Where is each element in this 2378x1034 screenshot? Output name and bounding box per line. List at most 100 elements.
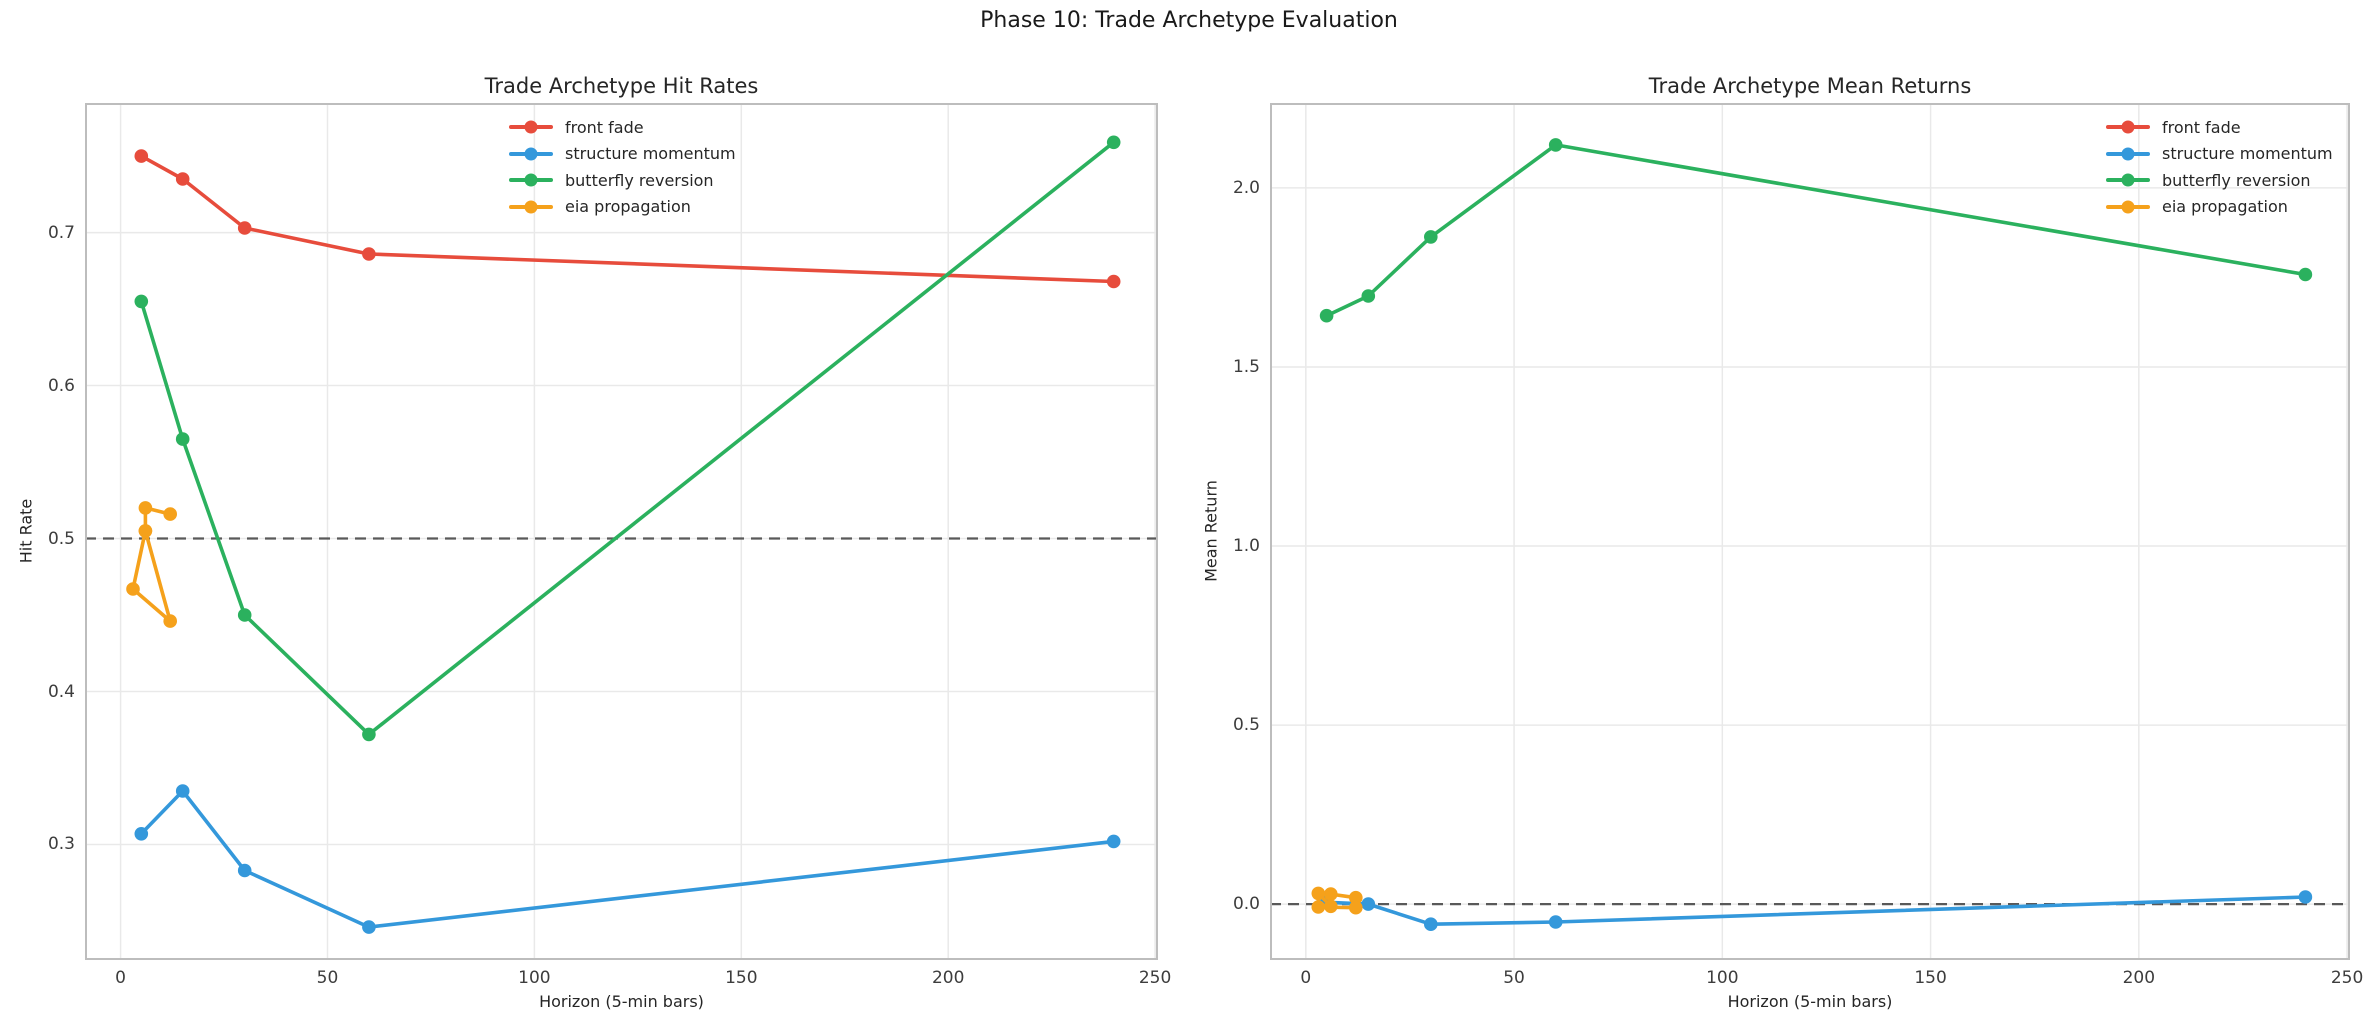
legend-label: butterfly reversion [2162,170,2311,190]
data-point-structure-momentum [175,784,190,798]
y-tick-label-hit-rates: 0.6 [47,375,75,396]
data-point-front-fade [134,149,149,163]
series-front-fade [134,149,1121,289]
legend-entry-eia-propagation: eia propagation [2106,194,2333,221]
legend-label: front fade [2162,117,2241,137]
plot-border [1270,103,2350,960]
data-point-butterfly-reversion [175,432,190,446]
data-point-butterfly-reversion [1548,138,1563,152]
series-eia-propagation [1311,886,1363,915]
x-tick-label-hit-rates: 100 [518,968,551,988]
x-tick-label-mean-returns: 50 [1503,968,1525,988]
y-axis-label-mean-returns: Mean Return [1201,480,1221,582]
series-eia-propagation [126,501,177,628]
legend-label: butterfly reversion [565,170,714,190]
series-line-structure-momentum [1324,895,2308,927]
legend-swatch-eia-propagation-icon [2106,200,2150,214]
data-point-eia-propagation [126,582,140,596]
y-tick-label-hit-rates: 0.5 [47,528,75,549]
legend-swatch-front-fade-icon [2106,120,2150,134]
legend-swatch-structure-momentum-icon [2106,147,2150,161]
y-tick-label-hit-rates: 0.7 [47,222,75,243]
data-point-structure-momentum [1106,834,1121,849]
legend-swatch-eia-propagation-icon [509,200,553,214]
data-point-eia-propagation [163,614,177,628]
data-point-butterfly-reversion [362,727,376,742]
x-axis-label-mean-returns: Horizon (5-min bars) [1727,992,1893,1011]
legend-marker [524,147,538,161]
data-point-structure-momentum [237,863,252,878]
x-tick-label-hit-rates: 250 [1138,968,1172,988]
series-structure-momentum [1319,890,2313,931]
data-point-front-fade [362,247,376,261]
legend-entry-eia-propagation: eia propagation [509,194,736,221]
x-tick-label-mean-returns: 150 [1914,968,1947,988]
y-tick-label-mean-returns: 1.0 [1232,536,1260,556]
legend-marker [2121,200,2135,214]
data-point-structure-momentum [2298,890,2313,904]
chart-title-hit-rates: Trade Archetype Hit Rates [484,74,759,98]
plot-area-hit-rates [85,103,1158,960]
legend-entry-structure-momentum: structure momentum [509,141,736,168]
legend-label: structure momentum [565,144,736,164]
data-point-butterfly-reversion [1361,289,1376,303]
data-point-eia-propagation [163,507,177,521]
data-point-eia-propagation [1324,899,1338,914]
x-tick-label-mean-returns: 0 [1300,968,1312,988]
data-point-structure-momentum [134,827,149,841]
legend-swatch-structure-momentum-icon [509,147,553,161]
legend-label: eia propagation [565,197,691,217]
series-line-butterfly-reversion [139,140,1116,737]
figure-suptitle: Phase 10: Trade Archetype Evaluation [980,8,1398,33]
data-point-eia-propagation [1324,887,1338,901]
legend-label: front fade [565,117,644,137]
data-point-eia-propagation [1349,890,1363,905]
series-line-structure-momentum [139,789,1116,929]
y-tick-label-mean-returns: 1.5 [1232,356,1260,377]
legend-swatch-butterfly-reversion-icon [2106,173,2150,187]
series-butterfly-reversion [134,135,1121,742]
x-tick-label-mean-returns: 250 [2330,968,2364,988]
legend-entry-butterfly-reversion: butterfly reversion [509,167,736,194]
x-tick-label-mean-returns: 200 [2122,968,2156,988]
data-point-front-fade [1106,274,1121,289]
data-point-structure-momentum [1361,897,1376,911]
legend-entry-butterfly-reversion: butterfly reversion [2106,167,2333,194]
data-point-butterfly-reversion [134,294,149,309]
data-point-structure-momentum [1548,915,1563,929]
legend-hit-rates: front fade structure momentum butterfly re… [509,114,736,220]
legend-entry-front-fade: front fade [2106,114,2333,141]
data-point-butterfly-reversion [1424,230,1438,244]
x-tick-label-hit-rates: 150 [725,968,758,988]
x-axis-label-hit-rates: Horizon (5-min bars) [539,992,704,1011]
x-tick-label-hit-rates: 200 [931,968,965,988]
y-tick-label-mean-returns: 2.0 [1232,177,1260,198]
data-point-butterfly-reversion [2298,267,2313,282]
data-point-butterfly-reversion [237,608,252,622]
y-tick-label-hit-rates: 0.3 [47,834,75,855]
chart-title-mean-returns: Trade Archetype Mean Returns [1648,74,1972,98]
data-point-eia-propagation [138,524,153,538]
series-butterfly-reversion [1319,138,2313,323]
legend-entry-front-fade: front fade [509,114,736,141]
data-point-eia-propagation [1311,900,1326,914]
data-point-eia-propagation [1311,886,1326,901]
legend-label: eia propagation [2162,197,2288,217]
legend-mean-returns: front fade structure momentum butterfly re… [2106,114,2333,220]
data-point-eia-propagation [138,501,153,515]
y-tick-label-mean-returns: 0.0 [1232,894,1260,915]
legend-marker [2121,173,2135,187]
y-tick-label-hit-rates: 0.4 [47,681,75,702]
y-tick-label-mean-returns: 0.5 [1232,715,1260,736]
legend-swatch-butterfly-reversion-icon [509,173,553,187]
legend-marker [2121,147,2135,161]
legend-entry-structure-momentum: structure momentum [2106,141,2333,168]
legend-marker [2121,120,2135,134]
data-point-structure-momentum [1424,917,1438,931]
legend-swatch-front-fade-icon [509,120,553,134]
legend-marker [524,200,538,214]
x-tick-label-hit-rates: 50 [316,968,339,988]
data-point-structure-momentum [362,920,376,934]
data-point-front-fade [175,172,190,186]
legend-marker [524,173,538,187]
